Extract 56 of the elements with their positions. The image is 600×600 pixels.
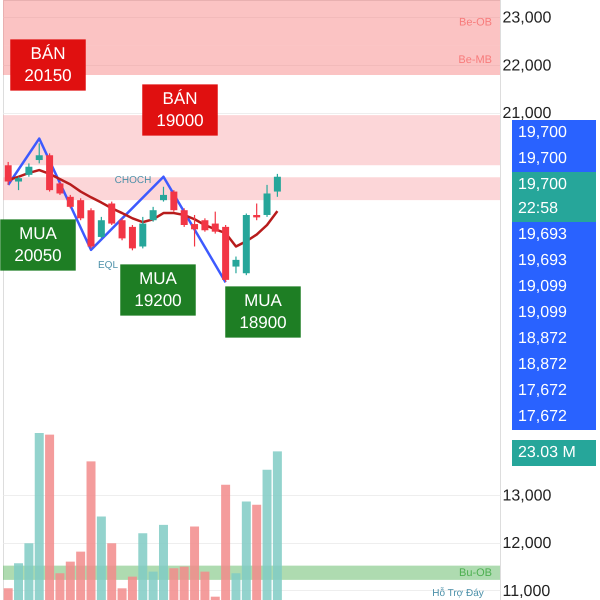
candlestick [77, 198, 84, 221]
annotation: BÁN 19000 [156, 89, 204, 130]
candlestick [15, 176, 22, 191]
y-tick-label: 22,000 [502, 57, 552, 74]
annotation: CHOCH [114, 175, 152, 186]
y-tick-label: 12,000 [502, 535, 552, 552]
text: 19,693 [518, 226, 568, 243]
candlestick [191, 214, 198, 248]
candlestick [264, 184, 271, 218]
band-label: Bu-OB [458, 566, 492, 579]
candlestick [160, 186, 167, 202]
bar [252, 504, 262, 600]
candlestick [150, 206, 157, 222]
candlestick [274, 173, 281, 198]
candlestick [253, 202, 260, 221]
annotation: Hỗ Trợ Đáy [432, 587, 484, 599]
annotation: EQL [98, 260, 118, 271]
text: 23.03 M [518, 444, 576, 461]
candlestick [180, 208, 188, 228]
text: 19,700 [518, 124, 568, 141]
candlestick [118, 218, 126, 241]
text: 19,099 [518, 304, 568, 321]
candlestick [56, 181, 64, 196]
candlestick [66, 194, 74, 209]
candlestick [25, 162, 32, 178]
text: 19,700 22:58 [518, 176, 568, 217]
annotation: MUA 18900 [239, 291, 287, 332]
candlestick [212, 211, 219, 234]
bar [96, 516, 106, 600]
text: 17,672 [518, 408, 568, 425]
candlestick [201, 218, 208, 232]
candlestick [108, 200, 116, 226]
text: 17,672 [518, 382, 568, 399]
line-series [6, 137, 227, 284]
text: 18,872 [518, 330, 568, 347]
candlestick [128, 224, 136, 251]
text: 19,693 [518, 252, 568, 269]
annotation: MUA 20050 [14, 224, 62, 265]
bar [4, 588, 13, 600]
candlestick [170, 190, 178, 212]
text: 18,872 [518, 356, 568, 373]
candlestick [139, 216, 146, 250]
text: 19,700 [518, 150, 568, 167]
candlestick [4, 161, 12, 186]
annotation: MUA 19200 [134, 269, 182, 310]
candlestick [232, 256, 240, 274]
band-label: Be-OB [458, 16, 492, 29]
y-tick-label: 11,000 [502, 582, 550, 600]
candlestick [36, 142, 43, 164]
candlestick [98, 216, 105, 239]
y-tick-label: 21,000 [502, 105, 552, 122]
y-tick-label: 13,000 [502, 487, 552, 504]
text: 19,099 [518, 278, 568, 295]
annotation: BÁN 20150 [24, 44, 72, 85]
band-label: Be-MB [458, 54, 492, 66]
y-tick-label: 23,000 [502, 10, 552, 27]
